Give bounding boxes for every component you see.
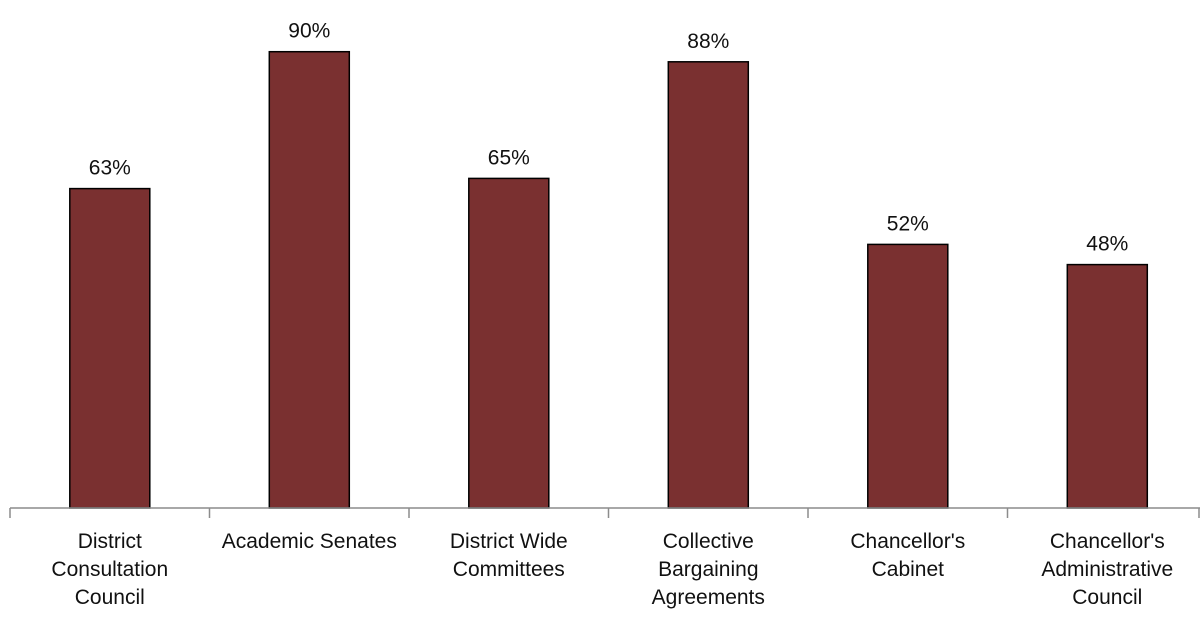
- x-axis: [9, 507, 1200, 518]
- value-label-0: 63%: [89, 157, 131, 180]
- bar-1: [268, 50, 351, 509]
- category-label-2: District Wide Committees: [450, 530, 568, 581]
- category-label-line: Bargaining: [658, 558, 758, 581]
- category-label-line: Administrative: [1041, 558, 1173, 581]
- category-label-line: Agreements: [652, 586, 765, 609]
- category-label-0: District Consultation Council: [51, 530, 168, 609]
- value-label-3: 88%: [687, 30, 729, 53]
- category-label-line: District Wide: [450, 530, 568, 553]
- value-label-1: 90%: [288, 20, 330, 43]
- value-label-5: 48%: [1086, 233, 1128, 256]
- category-label-4: Chancellor's Cabinet: [850, 530, 965, 581]
- category-label-line: Collective: [663, 530, 754, 553]
- bar-0: [69, 187, 151, 509]
- value-label-4: 52%: [887, 212, 929, 235]
- category-label-3: Collective Bargaining Agreements: [652, 530, 765, 609]
- category-label-line: District: [78, 530, 142, 553]
- category-label-line: Committees: [453, 558, 565, 581]
- category-label-line: Chancellor's: [850, 530, 965, 553]
- bar-2: [468, 177, 550, 509]
- value-label-2: 65%: [488, 146, 530, 169]
- category-label-line: Academic Senates: [222, 530, 397, 553]
- category-label-line: Council: [75, 586, 145, 609]
- category-label-1: Academic Senates: [222, 530, 397, 553]
- bar-3: [667, 61, 750, 509]
- category-label-line: Chancellor's: [1050, 530, 1165, 553]
- category-label-5: Chancellor's Administrative Council: [1041, 530, 1173, 609]
- category-label-line: Consultation: [51, 558, 168, 581]
- category-labels-group: District Consultation Council Academic Sena…: [51, 530, 1173, 609]
- bars-group: [69, 50, 1149, 509]
- category-label-line: Cabinet: [872, 558, 945, 581]
- bar-5: [1066, 263, 1149, 509]
- value-labels-group: 63% 90% 65% 88% 52% 48%: [89, 20, 1129, 256]
- bar-4: [867, 243, 949, 509]
- category-label-line: Council: [1072, 586, 1142, 609]
